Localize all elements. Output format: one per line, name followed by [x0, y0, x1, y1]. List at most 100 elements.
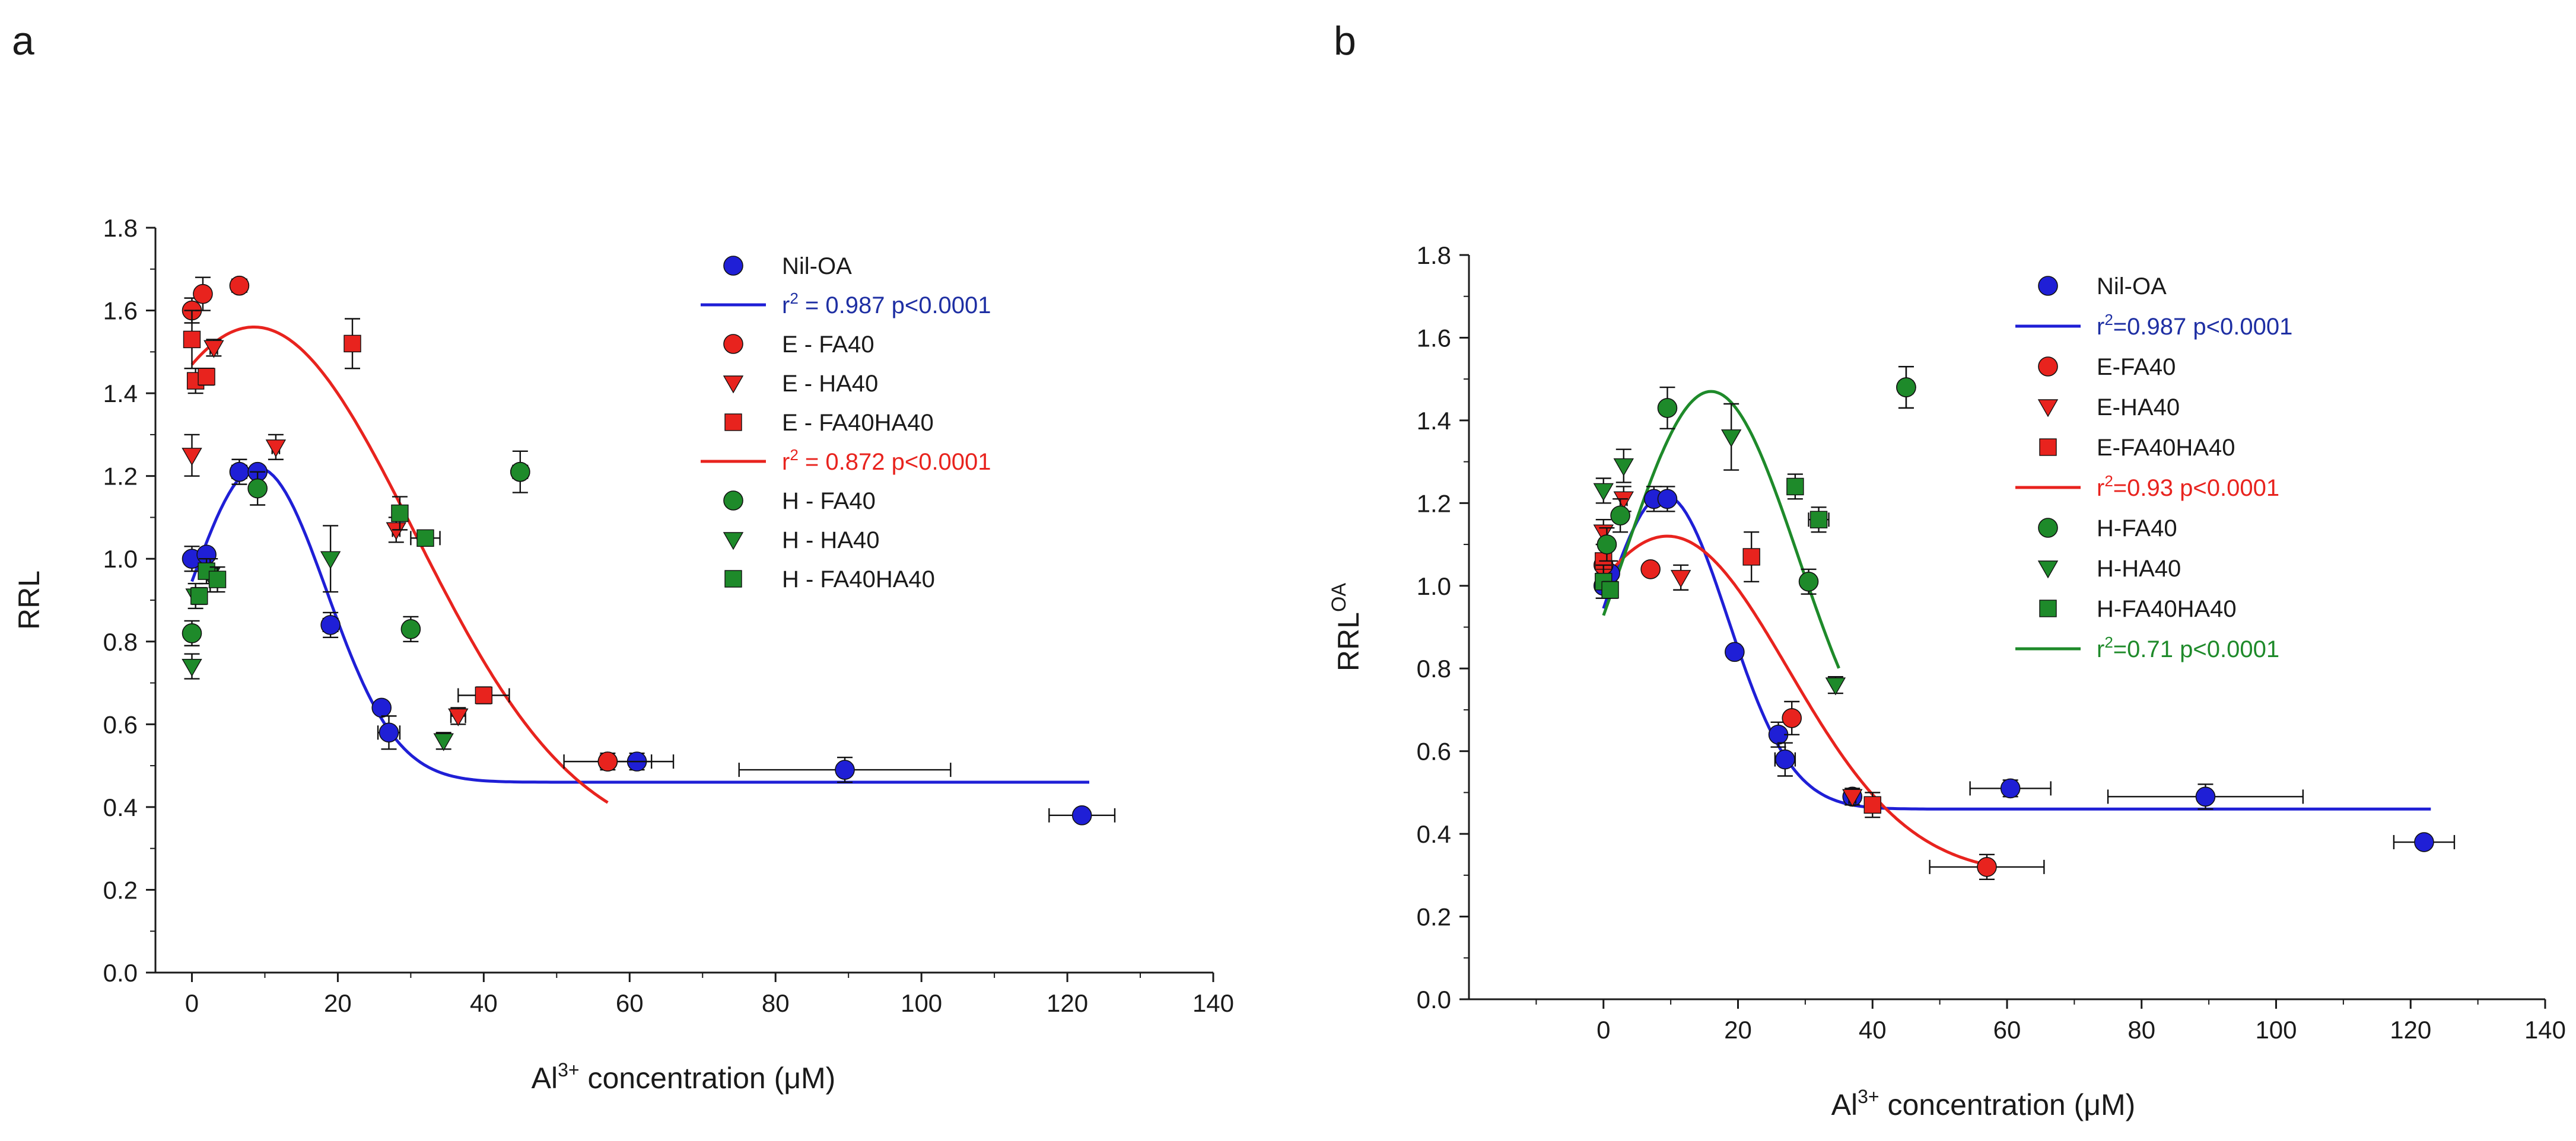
legend-label: E-HA40 — [2097, 394, 2180, 420]
series-e-fa40ha40 — [1595, 531, 1881, 818]
legend-entry: H - HA40 — [723, 527, 880, 553]
x-tick-label: 60 — [1993, 1016, 2021, 1044]
legend-label: r2=0.987 p<0.0001 — [2097, 311, 2292, 340]
y-tick-label: 1.6 — [103, 297, 138, 325]
data-point — [391, 504, 409, 522]
fit-curve — [1602, 390, 1840, 669]
y-tick-label: 0.4 — [103, 793, 138, 821]
y-tick-label: 1.0 — [103, 545, 138, 573]
y-tick-label: 0.6 — [103, 710, 138, 738]
series-nil-oa — [1593, 486, 2456, 852]
data-point — [198, 368, 215, 385]
data-point — [416, 529, 434, 547]
data-point — [379, 722, 399, 743]
data-point — [183, 330, 201, 349]
data-point — [265, 439, 287, 458]
legend-marker — [2037, 560, 2059, 579]
series-h-fa40 — [182, 450, 530, 646]
y-tick-label: 0.0 — [1417, 986, 1451, 1013]
panel-label: a — [12, 18, 34, 63]
data-point — [229, 275, 250, 296]
legend-entry: H-FA40 — [2038, 515, 2177, 541]
legend-marker — [723, 256, 743, 276]
data-point — [1071, 805, 1092, 826]
y-tick-label: 0.2 — [1417, 903, 1451, 931]
data-point — [1896, 377, 1916, 397]
y-tick-label: 1.6 — [1417, 324, 1451, 352]
legend-entry: E-FA40 — [2038, 354, 2176, 380]
data-point — [1610, 505, 1630, 526]
legend-entry: Nil-OA — [2038, 273, 2167, 299]
legend-label: H - FA40HA40 — [782, 566, 935, 592]
legend-entry: r2=0.93 p<0.0001 — [2015, 472, 2279, 501]
x-tick-label: 140 — [1192, 989, 1234, 1017]
data-point — [320, 551, 341, 569]
legend-marker — [724, 570, 742, 588]
data-point — [320, 615, 341, 635]
series-h-fa40 — [1597, 366, 1916, 595]
data-point — [2414, 832, 2434, 852]
legend-marker — [2038, 276, 2058, 296]
legend-marker — [723, 334, 743, 354]
legend-entry: E - FA40 — [723, 332, 874, 358]
y-tick-label: 1.2 — [103, 463, 138, 490]
series-h-fa40ha40 — [190, 496, 441, 605]
x-tick-label: 120 — [2390, 1016, 2431, 1044]
x-tick-label: 80 — [2127, 1016, 2155, 1044]
axes: 0.0 0.2 0.4 0.6 0.8 1.0 1.2 1.4 1.6 1.8 0 20 40 60 80 1… — [103, 214, 1234, 1017]
y-tick-label: 0.6 — [1417, 738, 1451, 766]
data-point — [1842, 789, 1863, 807]
legend-label: E - FA40 — [782, 332, 874, 358]
legend-label: Nil-OA — [782, 253, 852, 279]
data-point — [1670, 570, 1691, 588]
y-tick-label: 0.0 — [103, 959, 138, 987]
x-tick-label: 40 — [1859, 1016, 1887, 1044]
legend-entry: H-FA40HA40 — [2039, 596, 2237, 622]
legend-label: E-FA40HA40 — [2097, 435, 2235, 461]
legend-label: E - FA40HA40 — [782, 410, 934, 436]
data-point — [433, 733, 454, 751]
x-tick-label: 100 — [901, 989, 942, 1017]
data-point — [203, 340, 224, 358]
data-point — [1640, 559, 1661, 579]
legend: Nil-OA r2=0.987 p<0.0001 E-FA40 E-HA40 E-FA4… — [2015, 273, 2292, 662]
y-tick-label: 1.8 — [1417, 241, 1451, 269]
data-point — [208, 570, 227, 588]
legend-marker — [2039, 438, 2057, 456]
data-point — [1613, 491, 1634, 509]
data-point — [182, 623, 202, 643]
data-point — [193, 283, 213, 304]
x-tick-label: 120 — [1047, 989, 1088, 1017]
legend-label: H-FA40 — [2097, 515, 2177, 541]
legend-label: E-FA40 — [2097, 354, 2176, 380]
data-point — [344, 334, 361, 353]
y-tick-label: 0.4 — [1417, 820, 1451, 848]
data-point — [1825, 677, 1846, 696]
data-point — [371, 697, 392, 718]
legend-entry: r2 = 0.872 p<0.0001 — [701, 446, 991, 475]
x-tick-label: 0 — [185, 989, 199, 1017]
series-e-fa40 — [1593, 366, 2045, 881]
y-tick-label: 0.2 — [103, 876, 138, 904]
data-point — [1657, 398, 1678, 418]
y-tick-label: 1.8 — [103, 214, 138, 242]
y-tick-label: 0.8 — [103, 628, 138, 656]
chart-panel-b: b 0.0 0.2 0.4 0.6 0.8 1.0 1.2 1.4 1.6 1.8 0 20 40 60 80… — [1328, 18, 2566, 1121]
legend-marker — [2039, 600, 2057, 617]
legend-label: E - HA40 — [782, 371, 878, 397]
legend-marker — [723, 375, 744, 394]
y-tick-label: 0.8 — [1417, 655, 1451, 683]
data-point — [182, 448, 202, 466]
legend-label: r2 = 0.987 p<0.0001 — [782, 289, 991, 318]
data-point — [182, 658, 202, 677]
data-point — [229, 461, 250, 482]
data-point — [835, 760, 855, 780]
legend-label: H - FA40 — [782, 488, 876, 514]
y-tick-label: 1.0 — [1417, 572, 1451, 600]
y-tick-label: 1.4 — [1417, 407, 1451, 435]
legend-label: H - HA40 — [782, 527, 880, 553]
series-e-fa40 — [182, 275, 653, 772]
data-point — [1809, 511, 1828, 528]
x-tick-label: 20 — [1724, 1016, 1752, 1044]
